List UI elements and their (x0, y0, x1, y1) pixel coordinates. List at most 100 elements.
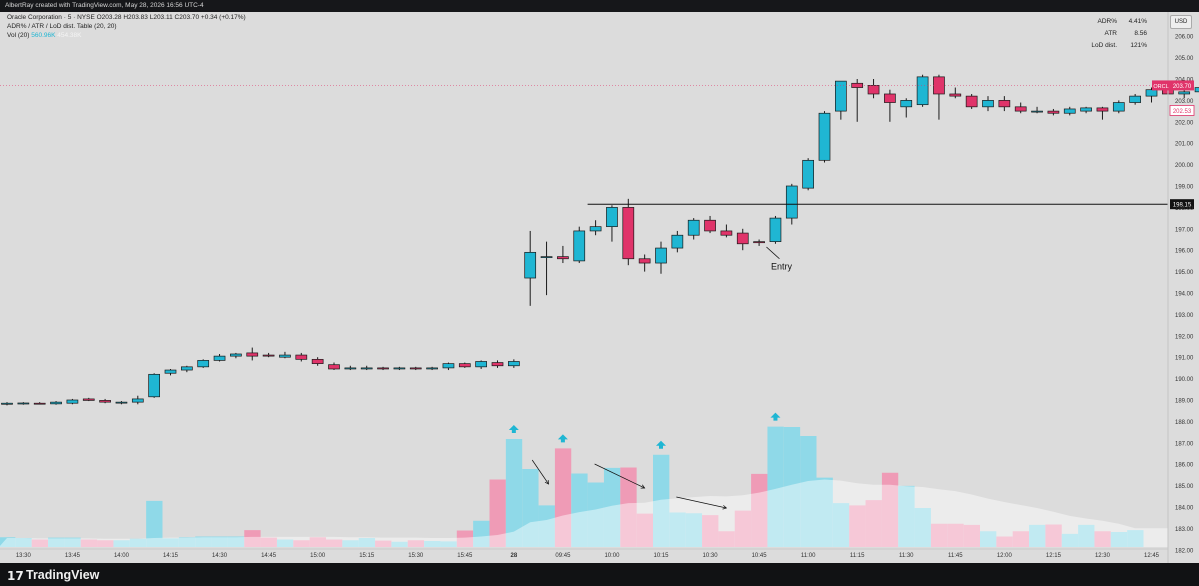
x-tick-label: 12:45 (1144, 553, 1160, 559)
candle-body (557, 256, 569, 260)
candle-body (328, 364, 340, 370)
candle-body (66, 399, 79, 404)
indicator-legend: ADR% / ATR / LoD dist. Table (20, 20) (7, 23, 117, 30)
candle-body (1178, 91, 1191, 95)
volume-bar (309, 537, 326, 547)
y-tick-label: 190.00 (1175, 377, 1194, 383)
attribution-text: AlbertRay created with TradingView.com, … (5, 2, 204, 9)
info-value: 4.41% (1128, 18, 1147, 25)
trend-arrow-head-icon (722, 505, 728, 510)
candle-body (1080, 107, 1092, 112)
volume-bar (0, 537, 16, 547)
volume-bar (783, 427, 801, 547)
volume-ma-area (0, 479, 1168, 547)
candle-body (181, 366, 193, 371)
currency-button[interactable]: USD (1170, 15, 1192, 29)
volume-bar (178, 537, 196, 547)
x-tick-label: 10:15 (653, 553, 669, 559)
y-tick-label: 183.00 (1175, 527, 1194, 533)
candle-body (115, 401, 128, 404)
candle-body (1063, 108, 1076, 114)
volume-bar (947, 523, 964, 547)
x-tick-label: 13:45 (65, 553, 81, 559)
volume-bar (881, 472, 899, 547)
x-tick-label: 11:45 (948, 553, 963, 559)
y-tick-label: 182.00 (1175, 548, 1194, 554)
volume-bar (767, 426, 784, 547)
x-tick-label: 15:00 (310, 553, 326, 559)
volume-bar (276, 539, 294, 547)
volume-bar (15, 538, 32, 547)
candle-body (295, 354, 308, 360)
volume-bar (64, 537, 81, 547)
last-price-label: 203.70 (1173, 84, 1192, 90)
volume-bar (227, 536, 245, 547)
x-tick-label: 14:45 (261, 553, 277, 559)
candle-body (818, 112, 831, 161)
price-chart[interactable]: 198.15 182.00 183.00 184.00 185.00 186.00 187… (0, 12, 1199, 563)
volume-bar (1045, 524, 1062, 547)
candle-body (704, 219, 716, 232)
candle-body (1031, 110, 1043, 113)
ma-price-label: 202.53 (1173, 109, 1192, 115)
volume-bar (1110, 532, 1128, 547)
candle-body (834, 80, 847, 112)
last-price-tag (1170, 80, 1194, 91)
candle-body (82, 398, 95, 401)
candle-body (1, 402, 13, 405)
volume-bar (718, 531, 735, 547)
candle-body (1194, 87, 1199, 93)
volume-bar (293, 540, 310, 547)
candle-body (622, 207, 635, 260)
symbol-legend: Oracle Corporation · 5 · NYSE O203.28 H2… (7, 14, 246, 21)
volume-bar (489, 479, 506, 547)
volume-bar (996, 536, 1013, 547)
candle-body (262, 354, 275, 357)
chart-frame[interactable]: 198.15 182.00 183.00 184.00 185.00 186.00 187… (0, 12, 1199, 563)
candle-body (426, 367, 438, 370)
trend-arrow-line (594, 463, 645, 489)
candle-body (949, 93, 962, 97)
y-tick-label: 187.00 (1175, 441, 1194, 447)
candle-body (524, 251, 537, 279)
volume-bar (734, 510, 752, 547)
volume-spike-arrow-icon (508, 425, 519, 433)
candle-body (900, 100, 913, 108)
volume-bar (1078, 524, 1095, 547)
y-tick-label: 195.00 (1175, 270, 1194, 276)
x-tick-label: 11:00 (801, 553, 816, 559)
y-tick-label: 193.00 (1175, 313, 1194, 319)
x-tick-label: 14:00 (114, 553, 130, 559)
ma-price-tag (1169, 105, 1195, 116)
info-label: LoD dist. (1091, 42, 1117, 49)
candle-body (1047, 110, 1060, 114)
volume-bar (440, 541, 457, 547)
candle-body (687, 219, 700, 236)
volume-bar (685, 513, 703, 547)
candle-body (1145, 89, 1158, 97)
volume-bar (473, 520, 490, 547)
volume-bar (326, 539, 343, 547)
candle-body (442, 363, 455, 369)
volume-spike-arrow-icon (656, 440, 666, 449)
candle-body (230, 353, 242, 357)
volume-bar (1094, 531, 1111, 547)
x-tick-label: 10:45 (752, 553, 768, 559)
y-tick-label: 202.00 (1175, 120, 1194, 126)
y-tick-label: 198.00 (1175, 206, 1194, 212)
y-tick-label: 197.00 (1175, 227, 1194, 233)
volume-bar (1061, 533, 1079, 547)
trend-arrow-head-icon (640, 484, 646, 489)
volume-bar (816, 477, 833, 547)
volume-bar (358, 538, 376, 547)
candle-body (344, 367, 357, 370)
volume-bar (587, 482, 604, 547)
y-tick-label: 199.00 (1175, 185, 1194, 191)
volume-bar (751, 473, 768, 547)
volume-bar (97, 540, 114, 547)
trend-arrow-head-icon (544, 479, 549, 485)
volume-bar (702, 515, 719, 547)
candle-body (246, 352, 259, 357)
candle-body (99, 400, 111, 403)
volume-bar (80, 539, 98, 547)
